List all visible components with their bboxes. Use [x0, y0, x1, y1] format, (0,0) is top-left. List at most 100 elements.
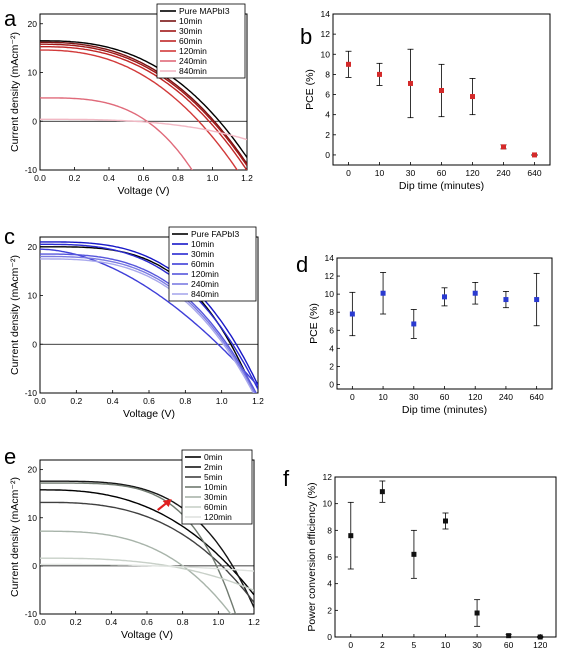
series-line-0: [40, 489, 254, 596]
data-point: [534, 297, 540, 303]
legend-entry: 60min: [179, 36, 202, 46]
x-tick-label: 10: [441, 640, 451, 650]
y-tick-label: -10: [25, 388, 38, 398]
y-tick-label: 12: [323, 472, 333, 482]
x-tick-label: 0: [348, 640, 353, 650]
y-tick-label: -10: [25, 165, 38, 175]
y-tick-label: 8: [329, 307, 334, 317]
data-point: [411, 321, 417, 327]
y-tick-label: 14: [325, 253, 335, 263]
x-tick-label: 0.2: [70, 617, 82, 627]
x-tick-label: 0: [350, 392, 355, 402]
x-tick-label: 60: [437, 168, 447, 178]
x-tick-label: 0.0: [34, 617, 46, 627]
y-tick-label: 10: [28, 291, 38, 301]
legend-entry: 120min: [204, 512, 232, 522]
panel-e: e 0.0 0.2 0.4 0.6 0.8 1.0 1.2 -10 0 10 20 Voltage (V…: [4, 444, 260, 641]
data-point: [411, 551, 417, 557]
legend-entry: 240min: [179, 56, 207, 66]
x-axis-label: Voltage (V): [121, 629, 173, 641]
data-point: [377, 71, 382, 77]
series-line-2: [40, 43, 247, 167]
legend-entry: 10min: [191, 239, 214, 249]
x-tick-label: 240: [496, 168, 510, 178]
x-tick-label: 0.8: [172, 173, 184, 183]
x-axis-label: Dip time (minutes): [399, 180, 484, 192]
y-tick-label: 8: [327, 525, 332, 535]
x-tick-label: 30: [406, 168, 416, 178]
series-line-4: [40, 253, 257, 393]
y-tick-label: 2: [329, 361, 334, 371]
x-axis-label: Voltage (V): [118, 185, 170, 197]
series-line-5: [40, 255, 256, 393]
legend-entry: 840min: [179, 66, 207, 76]
x-tick-label: 0.4: [107, 396, 119, 406]
data-point: [501, 144, 506, 150]
x-tick-label: 1.2: [248, 617, 260, 627]
data-point: [503, 297, 509, 303]
x-tick-label: 0.0: [34, 396, 46, 406]
x-tick-label: 30: [472, 640, 482, 650]
data-point: [346, 61, 351, 67]
y-axis-label: Current density (mAcm⁻²): [9, 255, 21, 375]
data-point: [408, 80, 413, 86]
y-tick-label: 6: [327, 552, 332, 562]
x-axis-label: Voltage (V): [123, 408, 175, 420]
y-tick-label: 20: [28, 465, 38, 475]
legend-entry: 120min: [191, 269, 219, 279]
series-line-4: [40, 530, 232, 614]
data-point: [532, 152, 537, 158]
y-tick-label: 6: [329, 325, 334, 335]
legend-entry: 240min: [191, 279, 219, 289]
x-tick-label: 0.4: [105, 617, 117, 627]
series-line-3: [40, 482, 237, 614]
panel-f: f025103060120024681012Dip time (minutes)…: [283, 466, 557, 650]
x-tick-label: 5: [412, 640, 417, 650]
data-point: [474, 610, 480, 616]
series-line-1: [40, 480, 254, 608]
panel-letter: a: [4, 6, 17, 31]
x-tick-label: 640: [530, 392, 544, 402]
y-axis-label: Current density (mAcm⁻²): [9, 32, 21, 152]
x-tick-label: 120: [468, 392, 482, 402]
panel-b: b 0 10 30 60 120 240 640 0 2 4 6 8 10 12 14 Dip time (mi…: [300, 9, 551, 192]
x-tick-label: 1.0: [212, 617, 224, 627]
x-tick-label: 0.2: [70, 396, 82, 406]
legend-entry: 5min: [204, 472, 223, 482]
x-tick-label: 0.8: [179, 396, 191, 406]
legend-entry: Pure FAPbI3: [191, 229, 239, 239]
x-tick-label: 240: [499, 392, 513, 402]
data-point: [506, 633, 512, 639]
panel-letter: c: [4, 224, 15, 249]
series-line-5: [40, 557, 254, 592]
x-tick-label: 10: [375, 168, 385, 178]
x-tick-label: 60: [440, 392, 450, 402]
y-tick-label: 4: [327, 579, 332, 589]
x-tick-label: 60: [504, 640, 514, 650]
panel-letter: b: [300, 24, 312, 49]
plot-frame: [334, 476, 557, 638]
y-tick-label: 6: [325, 90, 330, 100]
y-tick-label: 0: [327, 632, 332, 642]
legend-entry: 10min: [179, 16, 202, 26]
y-tick-label: 4: [325, 110, 330, 120]
data-point: [379, 489, 385, 495]
panel-c: c 0.0 0.2 0.4 0.6 0.8 1.0 1.2 -10 0 10 20 Voltage (V…: [4, 224, 264, 420]
legend-entry: 30min: [204, 492, 227, 502]
series-line-5: [40, 97, 193, 170]
series-line-0: [40, 40, 247, 158]
y-axis-label: Power conversion efficiency (%): [306, 482, 318, 631]
legend: Pure MAPbI310min30min60min120min240min84…: [156, 3, 246, 79]
legend-entry: Pure MAPbI3: [179, 6, 230, 16]
y-tick-label: 10: [28, 68, 38, 78]
series-line-6: [40, 258, 255, 393]
y-tick-label: 0: [329, 379, 334, 389]
x-tick-label: 0.0: [34, 173, 46, 183]
y-tick-label: 10: [28, 513, 38, 523]
y-tick-label: 20: [28, 242, 38, 252]
series-line-1: [40, 41, 247, 165]
legend-entry: 30min: [191, 249, 214, 259]
panel-a: a 0.0 0.2 0.4 0.6 0.8 1.0 1.2 -10 0 10 20 Voltage (V…: [4, 3, 253, 197]
x-tick-label: 10: [378, 392, 388, 402]
legend-entry: 10min: [204, 482, 227, 492]
